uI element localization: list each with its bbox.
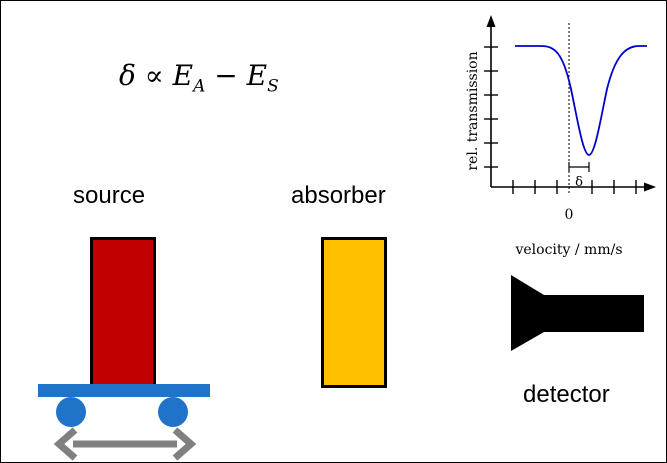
source-energy: ES [246, 59, 279, 97]
source-label: source [73, 182, 146, 209]
absorption-curve [515, 45, 647, 156]
absorber-energy: EA [172, 59, 206, 97]
x-axis-label: velocity / mm/s [514, 242, 622, 258]
shift-bracket [568, 162, 590, 172]
stage-wheel-left [56, 397, 86, 427]
transmission-spectrum-plot: δ 0 velocity / mm/s rel. transmission [465, 15, 656, 258]
x-ticks [512, 180, 637, 194]
x-tick-label-zero: 0 [565, 207, 574, 223]
isomer-shift-equation: δ ∝ EA − ES [119, 59, 279, 97]
detector-label: detector [523, 381, 610, 408]
source-block [90, 237, 156, 388]
proportional-symbol: ∝ [144, 59, 164, 92]
absorber-label: absorber [291, 182, 386, 209]
minus-sign: − [214, 59, 238, 92]
delta-symbol: δ [119, 59, 136, 92]
double-arrow-icon [53, 427, 197, 461]
stage-wheel-right [158, 397, 188, 427]
y-ticks [484, 46, 498, 168]
shift-label: δ [575, 175, 583, 190]
detector-icon [511, 275, 644, 351]
x-axis-arrowhead [644, 182, 656, 192]
absorber-block [321, 237, 387, 388]
moving-stage [38, 384, 210, 397]
y-axis-arrowhead [486, 15, 496, 27]
y-axis-label: rel. transmission [465, 51, 481, 170]
